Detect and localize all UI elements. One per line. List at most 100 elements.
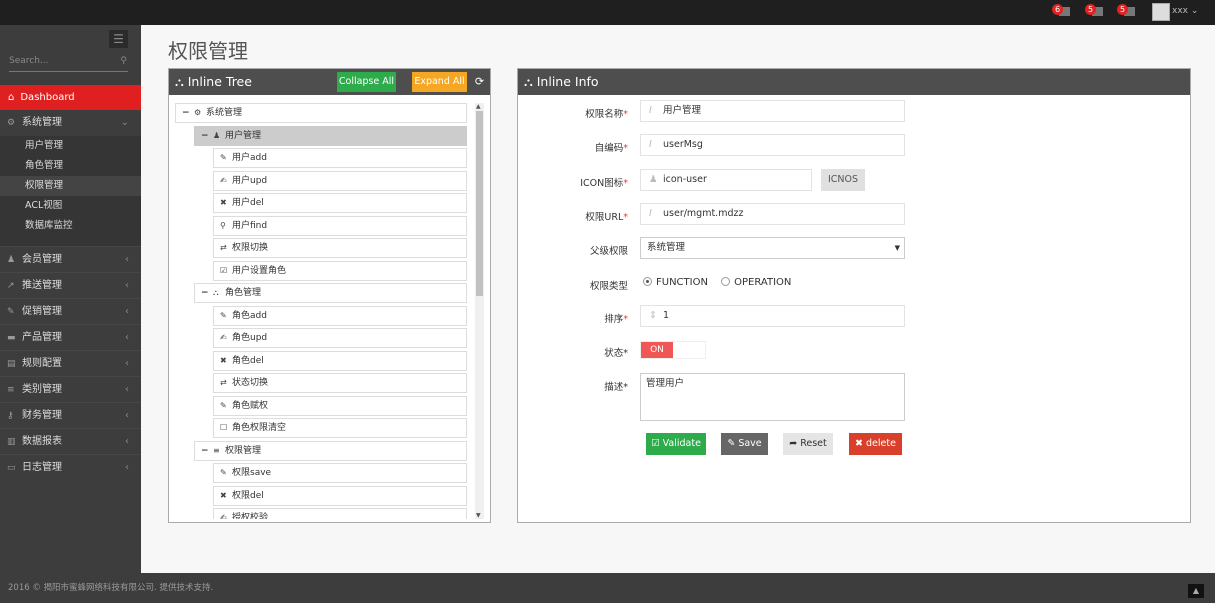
user-icon: ♟ (213, 130, 221, 140)
retweet-icon: ⇄ (220, 243, 227, 252)
menu-toggle-button[interactable]: ☰ (109, 30, 128, 48)
tree-node[interactable]: ✍ 用户upd (213, 170, 467, 191)
refresh-icon[interactable]: ⟳ (474, 75, 485, 88)
username: xxx (1172, 6, 1188, 16)
validate-button[interactable]: ☑ Validate (646, 433, 706, 455)
sidebar-item-dashboard[interactable]: ⌂ Dashboard (0, 85, 141, 110)
parent-select[interactable]: 系统管理 ▼ (640, 237, 905, 259)
submenu-item-db-monitor[interactable]: 数据库监控 (25, 220, 73, 231)
type-radio-group: FUNCTION OPERATION (643, 277, 791, 288)
panel-title: Inline Info (536, 74, 599, 89)
sidebar-item-label: 数据报表 (22, 436, 62, 447)
tree-node[interactable]: − ⚙ 系统管理 (175, 103, 467, 123)
notification-inbox[interactable]: 5 (1085, 4, 1107, 18)
sidebar-item-members[interactable]: ♟ 会员管理 ‹ (0, 246, 141, 272)
tree-node[interactable]: ✍ 角色upd (213, 328, 467, 348)
tree-node[interactable]: ✖ 权限del (213, 485, 467, 506)
desc-textarea[interactable]: 管理用户 (640, 373, 905, 421)
submenu-item-roles[interactable]: 角色管理 (25, 160, 64, 171)
remove-icon: ✖ (855, 438, 863, 449)
key-icon: ⚷ (7, 411, 14, 421)
status-toggle[interactable]: ON (640, 341, 706, 359)
sidebar-item-reports[interactable]: ▥ 数据报表 ‹ (0, 428, 141, 454)
sitemap-icon: ⛬ (175, 74, 184, 89)
order-input[interactable]: ⇕ 1 (640, 305, 905, 327)
sidebar-item-system[interactable]: ⚙ 系统管理 ⌄ (0, 110, 141, 136)
scroll-top-button[interactable]: ▲ (1188, 584, 1204, 598)
tree-node[interactable]: ✎ 角色赋权 (213, 395, 467, 416)
collapse-toggle-icon[interactable]: − (182, 108, 190, 118)
url-label: 权限URL* (585, 212, 628, 223)
name-input[interactable]: I 用户管理 (640, 100, 905, 122)
radio-function[interactable]: FUNCTION (643, 277, 708, 288)
reset-button[interactable]: ➦ Reset (783, 433, 833, 455)
tree-node[interactable]: − ♟ 用户管理 (194, 125, 467, 146)
scrollbar-thumb[interactable] (476, 111, 483, 296)
status-label: 状态* (604, 348, 628, 359)
submenu-item-acl[interactable]: ACL视图 (25, 200, 63, 211)
tree-node[interactable]: ✖ 角色del (213, 350, 467, 371)
tree-scrollbar[interactable]: ▲ ▼ (475, 103, 484, 519)
collapse-toggle-icon[interactable]: − (201, 288, 209, 298)
sidebar-item-categories[interactable]: ≡ 类别管理 ‹ (0, 376, 141, 402)
tree-node[interactable]: ✖ 用户del (213, 193, 467, 213)
scroll-down-icon[interactable]: ▼ (476, 512, 481, 519)
tree-node[interactable]: − ⛬ 角色管理 (194, 283, 467, 303)
tree-node[interactable]: ✍ 授权校验 (213, 508, 467, 519)
icons-button[interactable]: ICNOS (821, 169, 865, 191)
chevron-left-icon: ‹ (125, 384, 129, 395)
submenu-item-users[interactable]: 用户管理 (25, 140, 64, 151)
tree-node[interactable]: ⇄ 权限切换 (213, 238, 467, 258)
collapse-all-button[interactable]: Collapse All (337, 72, 396, 92)
tree-node-label: 用户upd (232, 175, 268, 186)
sidebar-item-logs[interactable]: ▭ 日志管理 ‹ (0, 454, 141, 480)
remove-icon: ✖ (220, 355, 227, 365)
save-button[interactable]: ✎ Save (721, 433, 768, 455)
avatar[interactable] (1152, 3, 1170, 21)
tree-node[interactable]: ✎ 权限save (213, 463, 467, 483)
bar-chart-icon: ▥ (7, 437, 16, 447)
retweet-icon: ⇄ (220, 378, 227, 387)
tree-node[interactable]: ⇄ 状态切换 (213, 373, 467, 393)
tree-node[interactable]: ☐ 角色权限清空 (213, 418, 467, 438)
sidebar-item-finance[interactable]: ⚷ 财务管理 ‹ (0, 402, 141, 428)
collapse-toggle-icon[interactable]: − (201, 445, 209, 456)
sidebar-item-push[interactable]: ↗ 推送管理 ‹ (0, 272, 141, 298)
icon-input[interactable]: ♟ icon-user (640, 169, 812, 191)
tree-node-label: 用户管理 (225, 130, 262, 141)
sidebar-item-rules[interactable]: ▤ 规则配置 ‹ (0, 350, 141, 376)
tree-node-label: 角色add (232, 310, 267, 321)
expand-all-button[interactable]: Expand All (412, 72, 467, 92)
pencil-icon: ✎ (220, 153, 227, 162)
main-content: 权限管理 ⛬ Inline Tree Collapse All Expand A… (141, 25, 1215, 573)
tree-node[interactable]: ⚲ 用户find (213, 215, 467, 236)
tree-node-label: 角色赋权 (232, 400, 269, 411)
tree-node-label: 用户find (232, 220, 268, 231)
tree-node[interactable]: ✎ 用户add (213, 148, 467, 168)
square-icon: ☐ (220, 423, 228, 432)
footer: 2016 © 揭阳市蜜蜂网络科技有限公司. 提供技术支持. (0, 573, 1215, 600)
icon-label: ICON图标* (580, 178, 628, 189)
sidebar-item-products[interactable]: ▬ 产品管理 ‹ (0, 324, 141, 350)
pencil-icon: ✎ (727, 438, 736, 449)
radio-operation[interactable]: OPERATION (721, 277, 791, 288)
delete-button[interactable]: ✖ delete (849, 433, 902, 455)
desc-label: 描述* (604, 382, 628, 393)
notification-bell[interactable]: 6 (1052, 4, 1074, 18)
tree-node[interactable]: ☑ 用户设置角色 (213, 260, 467, 281)
tree-node[interactable]: ✎ 角色add (213, 305, 467, 326)
tree-node[interactable]: − ≡ 权限管理 (194, 440, 467, 461)
notification-tasks[interactable]: 5 (1117, 4, 1139, 18)
scroll-up-icon[interactable]: ▲ (476, 103, 481, 110)
notification-count: 6 (1052, 4, 1063, 15)
collapse-toggle-icon[interactable]: − (201, 130, 209, 141)
user-menu[interactable]: xxx ⌄ (1172, 6, 1198, 16)
submenu-item-permissions[interactable]: 权限管理 (0, 176, 141, 196)
sidebar-item-promotion[interactable]: ✎ 促销管理 ‹ (0, 298, 141, 324)
chevron-down-icon: ⌄ (1190, 6, 1199, 16)
list-icon: ≡ (213, 445, 220, 455)
search-icon[interactable]: ⚲ (120, 56, 127, 66)
sidebar-search-input[interactable]: Search... ⚲ (9, 56, 128, 72)
